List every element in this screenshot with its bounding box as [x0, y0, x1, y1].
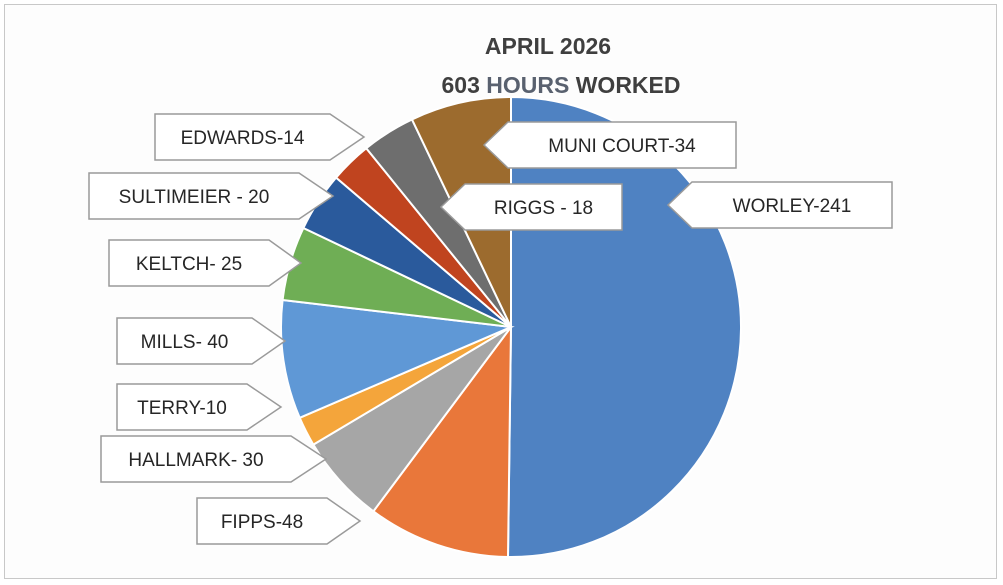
slice-label-edwards: EDWARDS-14 — [181, 128, 305, 149]
slice-label-riggs: RIGGS - 18 — [494, 198, 593, 219]
slice-label-sultimeier: SULTIMEIER - 20 — [119, 187, 270, 208]
callout-box-fipps — [196, 497, 362, 545]
chart-title-line1: APRIL 2026 — [485, 33, 611, 59]
slice-label-muni: MUNI COURT-34 — [548, 136, 696, 157]
callout-box-worley — [666, 181, 893, 229]
title-worked-word: WORKED — [576, 72, 681, 98]
callout-box-muni — [482, 121, 737, 169]
slice-label-hallmark: HALLMARK- 30 — [128, 450, 263, 471]
chart-title-line2: 603 HOURS WORKED — [442, 72, 681, 98]
callout-box-keltch — [108, 239, 303, 287]
callout-box-mills — [116, 317, 287, 365]
callout-box-edwards — [154, 113, 366, 161]
title-hours-word: HOURS — [486, 72, 569, 98]
slice-label-terry: TERRY-10 — [137, 398, 227, 419]
title-total-hours: 603 — [442, 72, 480, 98]
pie-callouts: WORLEY-241 FIPPS-48 HALLMARK- 30 TERRY-10 MI… — [88, 113, 893, 545]
slice-label-keltch: KELTCH- 25 — [136, 254, 242, 275]
slice-label-fipps: FIPPS-48 — [221, 512, 303, 533]
callout-box-riggs — [439, 183, 623, 231]
slice-label-mills: MILLS- 40 — [141, 332, 229, 353]
callout-box-terry — [116, 383, 283, 431]
callout-box-hallmark — [100, 435, 328, 483]
pie-slice-mills — [280, 298, 515, 420]
slice-label-worley: WORLEY-241 — [733, 196, 852, 217]
pie-slice-fipps — [371, 323, 513, 558]
callout-box-sultimeier — [88, 172, 335, 220]
